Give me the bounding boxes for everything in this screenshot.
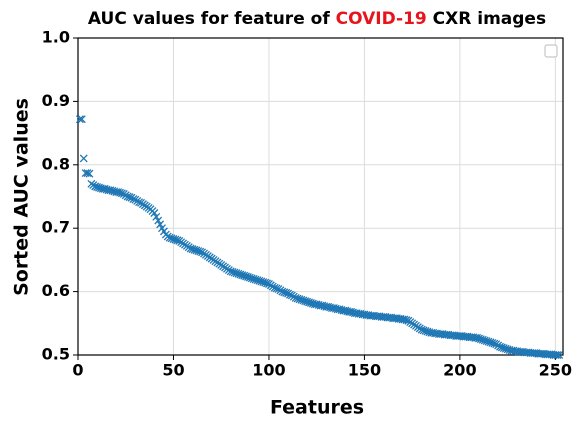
y-tick-label: 1.0 bbox=[42, 28, 70, 47]
x-tick-label: 100 bbox=[252, 361, 285, 380]
y-axis-label: Sorted AUC values bbox=[11, 98, 33, 296]
y-tick-label: 0.7 bbox=[42, 218, 70, 237]
point bbox=[555, 351, 564, 359]
title-part: COVID-19 bbox=[336, 9, 427, 29]
point bbox=[154, 216, 163, 225]
y-tick-label: 0.6 bbox=[42, 281, 70, 300]
legend-box bbox=[544, 44, 558, 58]
point bbox=[196, 247, 205, 256]
y-tick-label: 0.8 bbox=[42, 154, 70, 173]
point bbox=[77, 115, 86, 124]
point bbox=[402, 316, 411, 325]
y-tick-label: 0.5 bbox=[42, 345, 70, 364]
point bbox=[553, 351, 562, 359]
point bbox=[79, 154, 88, 163]
point bbox=[285, 290, 294, 299]
point bbox=[85, 169, 94, 178]
point bbox=[156, 220, 165, 229]
point bbox=[150, 209, 159, 217]
x-tick-label: 250 bbox=[539, 361, 572, 380]
title-part: AUC values for feature of bbox=[88, 9, 336, 29]
x-tick-label: 50 bbox=[162, 361, 184, 380]
point bbox=[152, 212, 161, 221]
x-tick-label: 150 bbox=[348, 361, 381, 380]
point bbox=[490, 339, 499, 348]
point bbox=[117, 189, 126, 198]
point bbox=[125, 193, 134, 202]
chart-title: AUC values for feature of COVID-19 CXR i… bbox=[88, 9, 546, 29]
x-tick-label: 0 bbox=[72, 361, 83, 380]
point bbox=[83, 169, 92, 178]
point bbox=[135, 198, 144, 207]
point bbox=[272, 284, 281, 293]
x-tick-label: 200 bbox=[443, 361, 476, 380]
point bbox=[263, 279, 271, 288]
point bbox=[282, 288, 291, 297]
x-axis-label: Features bbox=[270, 397, 364, 419]
point bbox=[75, 115, 84, 124]
y-tick-label: 0.9 bbox=[42, 91, 70, 110]
point bbox=[173, 236, 182, 245]
title-part: CXR images bbox=[427, 9, 546, 29]
plot-frame bbox=[77, 37, 564, 356]
point bbox=[129, 195, 138, 203]
